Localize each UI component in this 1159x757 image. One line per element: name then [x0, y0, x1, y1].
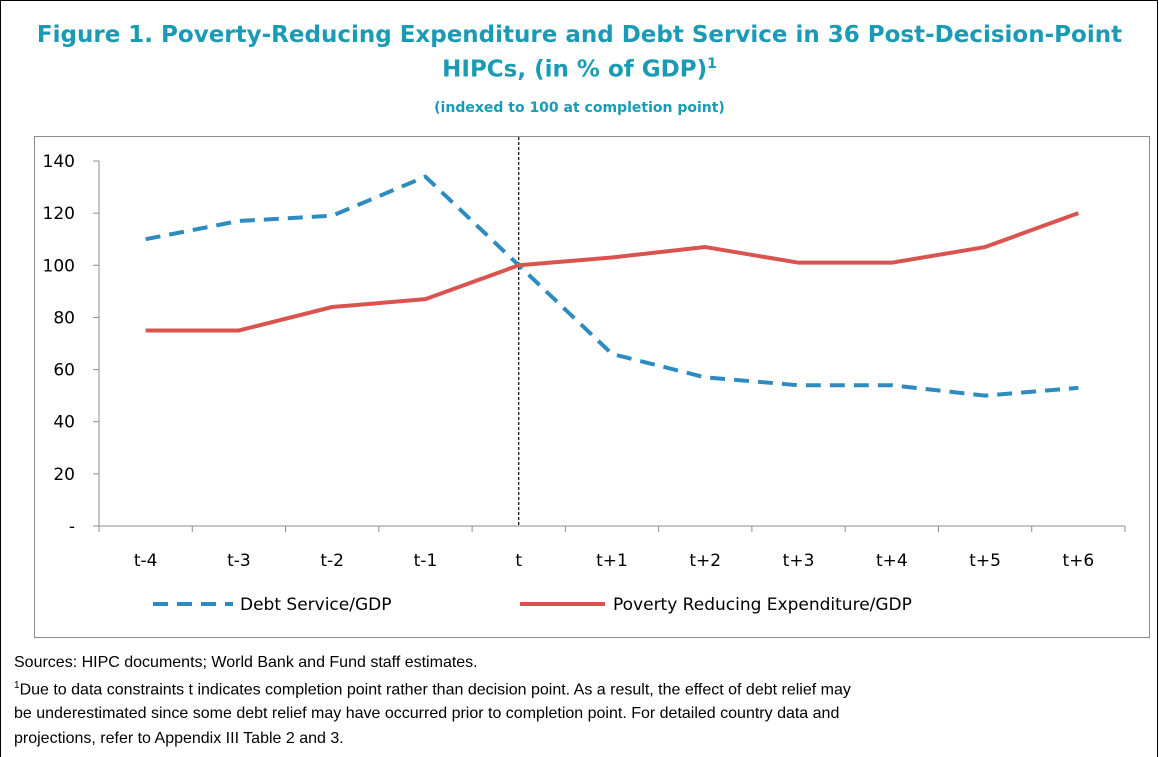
x-tick-label: t+6 [1062, 551, 1094, 571]
x-tick-label: t [515, 551, 522, 571]
x-tick-label: t+1 [596, 551, 628, 571]
series-line-0 [145, 174, 1079, 398]
x-tick-label: t-1 [414, 551, 438, 571]
y-axis-ticks: - 20 40 60 80 100 120 140 [43, 152, 99, 537]
x-tick-label: t+2 [689, 551, 721, 571]
legend: Debt Service/GDP Poverty Reducing Expendi… [153, 595, 912, 615]
y-tick-label: 80 [53, 308, 75, 328]
x-tick-label: t+3 [783, 551, 815, 571]
y-tick-label: 120 [43, 204, 75, 224]
title-footnote-marker: 1 [707, 56, 717, 72]
series-line-1 [145, 211, 1080, 333]
x-tick-label: t+5 [969, 551, 1001, 571]
footnote-line1-text: Due to data constraints t indicates comp… [19, 681, 851, 699]
y-tick-label: 20 [53, 465, 75, 485]
x-tick-label: t+4 [876, 551, 908, 571]
y-tick-label: - [69, 517, 75, 537]
legend-label-0: Debt Service/GDP [240, 595, 391, 615]
line-chart: - 20 40 60 80 100 120 140 t-4 t-3 t-2 t-1 t t+1 t+2 t+… [43, 137, 1126, 615]
y-tick-label: 140 [43, 152, 75, 172]
footnote-line3: projections, refer to Appendix III Table… [14, 730, 344, 747]
legend-label-1: Poverty Reducing Expenditure/GDP [613, 595, 912, 615]
series-lines [145, 174, 1080, 398]
y-tick-label: 40 [53, 413, 75, 433]
y-tick-label: 60 [53, 361, 75, 381]
chart-subtitle: (indexed to 100 at completion point) [434, 100, 725, 116]
sources-note: Sources: HIPC documents; World Bank and … [14, 654, 478, 671]
x-tick-label: t-3 [227, 551, 251, 571]
y-tick-label: 100 [43, 256, 75, 276]
chart-title-line2-text: HIPCs, (in % of GDP) [442, 56, 708, 83]
chart-area: - 20 40 60 80 100 120 140 t-4 t-3 t-2 t-1 t t+1 t+2 t+… [34, 136, 1150, 638]
footnote-line1: 1Due to data constraints t indicates com… [14, 680, 851, 699]
x-tick-label: t-2 [320, 551, 344, 571]
x-axis-ticks: t-4 t-3 t-2 t-1 t t+1 t+2 t+3 t+4 t+5 t+6 [98, 526, 1126, 571]
chart-title-line1: Figure 1. Poverty-Reducing Expenditure a… [36, 22, 1123, 48]
chart-title-line2: HIPCs, (in % of GDP)1 [0, 56, 1159, 83]
footnote-marker: 1 [14, 680, 20, 691]
footnote-line2: be underestimated since some debt relief… [14, 705, 840, 722]
x-tick-label: t-4 [134, 551, 158, 571]
axes [98, 161, 1125, 527]
